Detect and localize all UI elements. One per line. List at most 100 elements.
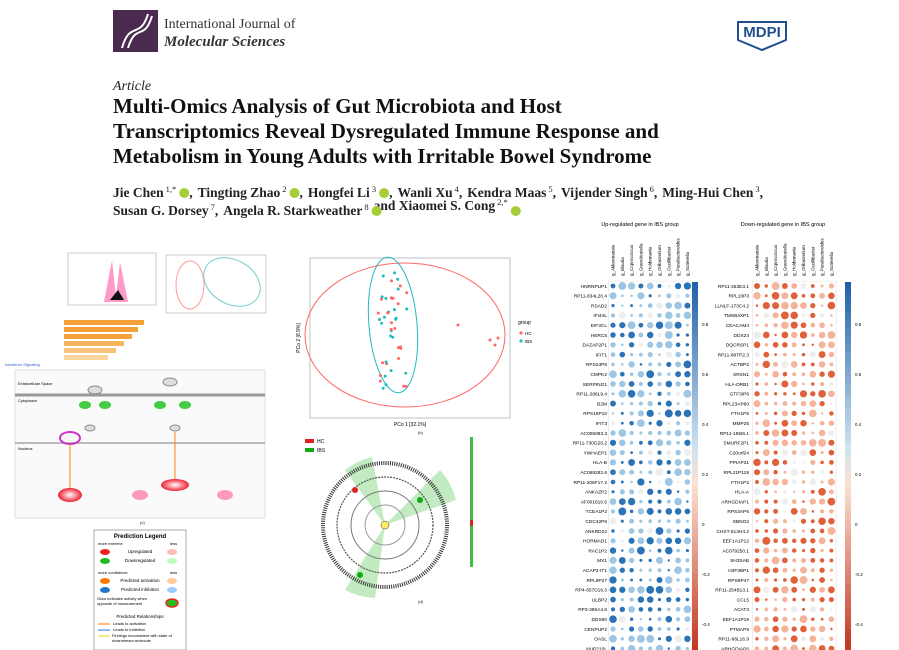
cell-dot: [781, 380, 789, 388]
cell-dot: [773, 470, 778, 475]
cell-dot: [828, 517, 835, 525]
cell-dot: [801, 470, 806, 474]
author-name: Susan G. Dorsey: [113, 203, 209, 218]
gene-label: CDC42P6: [585, 519, 607, 525]
cell-dot: [829, 539, 834, 543]
cell-dot: [639, 460, 643, 465]
pathway-label: Interferon Signaling: [5, 362, 40, 367]
cell-dot: [811, 470, 815, 474]
heatmap-title: Down-regulated gene in IBS group: [741, 222, 825, 228]
cell-dot: [829, 548, 834, 553]
cell-dot: [809, 400, 817, 407]
cell-dot: [792, 538, 797, 543]
cell-dot: [667, 607, 671, 612]
cell-dot: [801, 549, 806, 553]
cell-dot: [827, 341, 835, 349]
cell-dot: [674, 429, 682, 437]
cell-dot: [754, 548, 760, 553]
cell-dot: [676, 627, 680, 631]
cell-dot: [819, 558, 825, 563]
cell-dot: [811, 421, 815, 425]
author-list: Jie Chen 1,*, Tingting Zhao 2, Hongfei Li 3, W…: [113, 184, 763, 218]
cell-dot: [829, 362, 834, 367]
cell-dot: [820, 382, 825, 386]
author-affiliation: 1,*: [166, 184, 177, 194]
author-affiliation: 4: [455, 184, 460, 194]
cell-dot: [648, 617, 652, 621]
cell-dot: [684, 508, 691, 515]
author-separator: ,: [215, 203, 218, 218]
volcano-points: [104, 260, 128, 302]
point: [493, 343, 497, 347]
cell-dot: [810, 547, 816, 554]
cell-dot: [665, 537, 673, 545]
cell-dot: [620, 627, 624, 631]
cell-dot: [610, 332, 616, 338]
cell-dot: [811, 617, 815, 621]
heatmap-figure: Up-regulated gene in IBS group g_Akkerman…: [573, 222, 863, 650]
cell-dot: [764, 391, 769, 396]
cell-dot: [771, 429, 780, 437]
cell-dot: [792, 558, 797, 563]
cell-dot: [819, 371, 825, 377]
cell-dot: [791, 283, 798, 289]
cell-dot: [618, 282, 627, 290]
cell-dot: [656, 556, 663, 564]
publisher-logo[interactable]: MDPI: [737, 21, 787, 52]
cell-dot: [810, 538, 816, 544]
clade-highlight: [345, 525, 385, 598]
heatmap-title: Up-regulated gene in IBS group: [601, 222, 678, 228]
cell-dot: [792, 352, 796, 357]
cell-dot: [800, 400, 807, 407]
cell-dot: [773, 411, 778, 416]
gene-label: RPS16P10: [583, 411, 607, 417]
cell-dot: [819, 528, 825, 534]
cell-dot: [628, 458, 636, 466]
cell-dot: [637, 370, 645, 378]
cell-dot: [771, 292, 780, 300]
cell-dot: [684, 439, 691, 446]
cell-dot: [818, 341, 826, 349]
cell-dot: [647, 341, 654, 348]
bar: [64, 327, 138, 332]
cell-dot: [676, 617, 681, 622]
cell-dot: [771, 556, 780, 565]
cell-dot: [684, 616, 691, 623]
gene-label: OASL: [594, 637, 607, 643]
cell-dot: [753, 488, 761, 496]
cell-dot: [639, 617, 643, 621]
cell-dot: [792, 372, 797, 377]
cell-dot: [610, 283, 616, 289]
cell-dot: [637, 596, 645, 603]
mdpi-shape: [737, 21, 787, 52]
cell-dot: [629, 420, 634, 426]
cell-dot: [773, 499, 778, 504]
cell-dot: [791, 450, 797, 455]
title-line: Multi-Omics Analysis of Gut Microbiota a…: [113, 94, 562, 118]
colorbar-tick: 0.8: [702, 322, 709, 327]
gene-label: RPS3AP6: [727, 509, 749, 515]
cell-dot: [609, 586, 617, 594]
cell-dot: [790, 606, 798, 613]
cell-dot: [790, 292, 798, 300]
cell-dot: [808, 438, 817, 447]
cell-dot: [610, 596, 616, 603]
point: [394, 316, 398, 320]
cell-dot: [810, 528, 816, 534]
cell-dot: [819, 509, 825, 514]
gene-label: CEACAM4: [726, 323, 750, 329]
cell-dot: [638, 489, 644, 495]
clade-ring: [364, 504, 406, 546]
journal-logo[interactable]: International Journal of Molecular Scien…: [113, 10, 296, 52]
cell-dot: [755, 451, 759, 455]
cell-dot: [657, 362, 662, 367]
cell-dot: [638, 607, 644, 612]
cell-dot: [820, 480, 824, 484]
legend-swatch: [167, 578, 177, 584]
gene-label: FTH1P5: [731, 411, 749, 417]
cell-dot: [755, 382, 759, 386]
cell-dot: [801, 372, 806, 376]
cell-dot: [648, 362, 653, 367]
cell-dot: [665, 380, 673, 388]
cell-dot: [772, 567, 779, 574]
